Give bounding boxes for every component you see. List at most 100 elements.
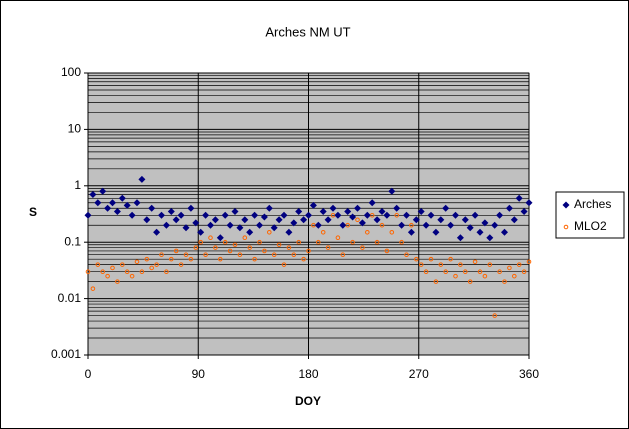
point xyxy=(275,216,283,224)
point xyxy=(316,239,321,245)
point xyxy=(149,265,154,271)
point xyxy=(100,269,105,274)
point xyxy=(477,269,483,274)
point xyxy=(365,229,370,235)
point xyxy=(481,219,489,227)
point xyxy=(491,221,499,229)
point xyxy=(138,175,146,183)
point xyxy=(394,212,400,218)
point xyxy=(300,216,308,224)
point xyxy=(472,259,478,265)
point xyxy=(399,239,404,245)
y-tick-label: 0.1 xyxy=(64,234,81,248)
point xyxy=(486,234,494,242)
y-tick-label: 1 xyxy=(74,178,81,192)
point xyxy=(202,211,210,219)
y-tick-label: 10 xyxy=(68,122,82,136)
point xyxy=(355,217,360,223)
point xyxy=(169,256,174,262)
point xyxy=(105,273,110,279)
point xyxy=(134,259,140,265)
point xyxy=(198,239,203,245)
point xyxy=(358,219,366,227)
point xyxy=(118,194,126,202)
point xyxy=(515,194,523,202)
point xyxy=(260,213,268,221)
point xyxy=(329,204,337,212)
point xyxy=(295,208,303,216)
point xyxy=(143,216,151,224)
point xyxy=(466,224,474,232)
point xyxy=(417,208,425,216)
point xyxy=(314,221,322,229)
point xyxy=(267,229,272,235)
x-tick-label: 360 xyxy=(519,367,539,381)
point xyxy=(208,235,213,241)
point xyxy=(221,211,229,219)
point xyxy=(158,211,165,219)
point xyxy=(526,259,532,265)
point xyxy=(286,245,292,250)
point xyxy=(373,216,381,224)
point xyxy=(281,262,287,267)
point xyxy=(393,204,401,212)
point xyxy=(463,269,468,274)
point xyxy=(291,252,297,258)
point xyxy=(167,208,175,216)
point xyxy=(422,221,430,229)
legend-label: Arches xyxy=(574,197,611,211)
point xyxy=(320,229,326,235)
point xyxy=(520,208,528,216)
point xyxy=(110,265,115,271)
point xyxy=(471,211,479,219)
point xyxy=(354,204,361,212)
point xyxy=(487,262,493,267)
point xyxy=(270,224,278,232)
point xyxy=(512,273,517,279)
point xyxy=(447,221,455,229)
point xyxy=(207,221,214,229)
point xyxy=(482,273,488,279)
x-axis-label: DOY xyxy=(295,394,321,408)
point xyxy=(521,269,527,274)
point xyxy=(231,208,239,216)
point xyxy=(324,216,332,224)
point xyxy=(182,224,190,232)
chart-title: Arches NM UT xyxy=(265,24,350,39)
point xyxy=(525,199,533,207)
point xyxy=(265,204,273,212)
point xyxy=(309,201,317,209)
y-tick-label: 0.01 xyxy=(58,291,82,305)
x-tick-label: 90 xyxy=(192,367,206,381)
point xyxy=(193,245,199,250)
point xyxy=(433,279,439,284)
point xyxy=(368,199,376,207)
point xyxy=(178,262,184,267)
point xyxy=(501,228,508,236)
point xyxy=(90,286,96,291)
point xyxy=(378,208,386,216)
point xyxy=(94,199,102,207)
point xyxy=(476,228,484,236)
point xyxy=(115,279,120,284)
point xyxy=(325,245,331,250)
point xyxy=(443,269,449,274)
point xyxy=(398,221,406,229)
point xyxy=(285,228,293,236)
point xyxy=(461,216,469,224)
point xyxy=(412,216,420,224)
point xyxy=(384,248,390,254)
legend-marker xyxy=(563,224,569,230)
point xyxy=(383,211,391,219)
point xyxy=(139,269,145,274)
point xyxy=(516,262,522,267)
point xyxy=(453,273,458,279)
point xyxy=(374,239,380,245)
point xyxy=(203,252,208,258)
point xyxy=(257,239,262,245)
point xyxy=(492,313,498,318)
point xyxy=(350,239,355,245)
x-tick-label: 270 xyxy=(409,367,429,381)
y-tick-label: 100 xyxy=(61,65,81,79)
